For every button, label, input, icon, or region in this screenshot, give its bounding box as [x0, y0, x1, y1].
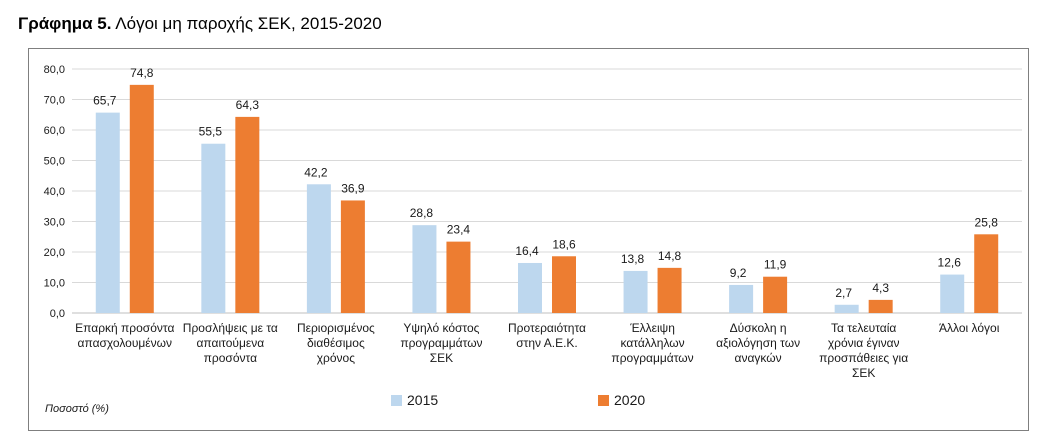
category-label: προσόντα: [204, 351, 257, 365]
unit-label: Ποσοστό (%): [45, 403, 109, 415]
category-label: Προσλήψεις με τα: [183, 321, 278, 335]
category-label: Υψηλό κόστος: [403, 321, 479, 335]
legend-swatch-2020: [598, 395, 609, 406]
bar-2015: [518, 262, 542, 313]
data-label-2015: 65,7: [93, 94, 117, 108]
data-label-2020: 64,3: [236, 98, 260, 112]
category-label: προγραμμάτων: [611, 351, 693, 365]
data-label-2020: 11,9: [764, 258, 787, 272]
data-label-2020: 23,4: [447, 223, 471, 237]
category-label: Τα τελευταία: [831, 321, 896, 335]
data-label-2020: 36,9: [341, 181, 365, 195]
bar-2015: [623, 270, 648, 313]
bar-2020: [657, 267, 682, 313]
chart-frame: [28, 48, 1029, 431]
data-label-2015: 55,5: [199, 125, 223, 139]
bar-2015: [412, 225, 437, 313]
bar-2020: [868, 299, 893, 313]
data-label-2015: 12,6: [938, 256, 962, 270]
data-label-2020: 74,8: [130, 66, 154, 80]
category-label: ΣΕΚ: [852, 366, 875, 380]
category-label: απασχολουμένων: [78, 336, 173, 350]
data-label-2020: 18,6: [552, 237, 576, 251]
y-tick-label: 40,0: [44, 186, 65, 198]
chart-title-rest: Λόγοι μη παροχής ΣΕΚ, 2015-2020: [111, 14, 382, 33]
data-label-2020: 4,3: [872, 281, 889, 295]
bar-2015: [306, 184, 331, 313]
y-tick-label: 10,0: [44, 278, 65, 290]
bar-2015: [95, 112, 120, 314]
bar-2020: [552, 256, 576, 313]
y-tick-label: 0,0: [50, 308, 65, 320]
category-label: αναγκών: [735, 351, 782, 365]
bar-2015: [834, 304, 859, 313]
bar-2020: [129, 84, 154, 313]
category-label: Επαρκή προσόντα: [75, 321, 174, 335]
data-label-2015: 2,7: [835, 286, 852, 300]
chart-title: Γράφημα 5. Λόγοι μη παροχής ΣΕΚ, 2015-20…: [18, 14, 382, 34]
category-label: Άλλοι λόγοι: [939, 321, 1000, 335]
data-label-2015: 9,2: [730, 266, 747, 280]
y-tick-label: 70,0: [44, 95, 65, 107]
legend-swatch-2015: [391, 395, 402, 406]
category-label: Δύσκολη η: [730, 321, 787, 335]
y-tick-label: 30,0: [44, 217, 65, 229]
category-label: στην Α.Ε.Κ.: [516, 336, 578, 350]
data-label-2020: 25,8: [975, 215, 999, 229]
legend-label-2020: 2020: [614, 392, 645, 408]
category-label: διαθέσιμος: [307, 336, 365, 350]
y-tick-label: 20,0: [44, 247, 65, 259]
data-label-2015: 28,8: [410, 206, 434, 220]
bar-2020: [763, 276, 788, 313]
bar-2020: [340, 200, 365, 313]
bar-2020: [235, 116, 260, 313]
data-label-2015: 13,8: [621, 252, 645, 266]
category-label: Προτεραιότητα: [508, 321, 586, 335]
data-label-2020: 14,8: [658, 249, 682, 263]
category-label: αξιολόγηση των: [716, 336, 800, 350]
bar-2015: [940, 274, 965, 313]
chart-title-bold: Γράφημα 5.: [18, 14, 112, 33]
category-label: προγραμμάτων: [400, 336, 482, 350]
data-label-2015: 42,2: [304, 165, 328, 179]
bar-2015: [729, 284, 754, 313]
category-label: ΣΕΚ: [430, 351, 453, 365]
category-label: Έλλειψη: [629, 321, 675, 335]
category-label: κατάλληλων: [620, 336, 684, 350]
category-label: χρόνος: [317, 351, 355, 365]
y-tick-label: 50,0: [44, 156, 65, 168]
category-label: χρόνια έγιναν: [828, 336, 900, 350]
y-tick-label: 80,0: [44, 64, 65, 76]
category-label: απαιτούμενα: [196, 336, 264, 350]
legend-label-2015: 2015: [407, 392, 438, 408]
bar-2020: [974, 234, 999, 313]
category-label: προσπάθειες για: [819, 351, 908, 365]
data-label-2015: 16,4: [515, 244, 539, 258]
bar-2020: [446, 241, 471, 313]
category-label: Περιορισμένος: [297, 321, 375, 335]
bar-2015: [201, 143, 226, 313]
y-tick-label: 60,0: [44, 125, 65, 137]
